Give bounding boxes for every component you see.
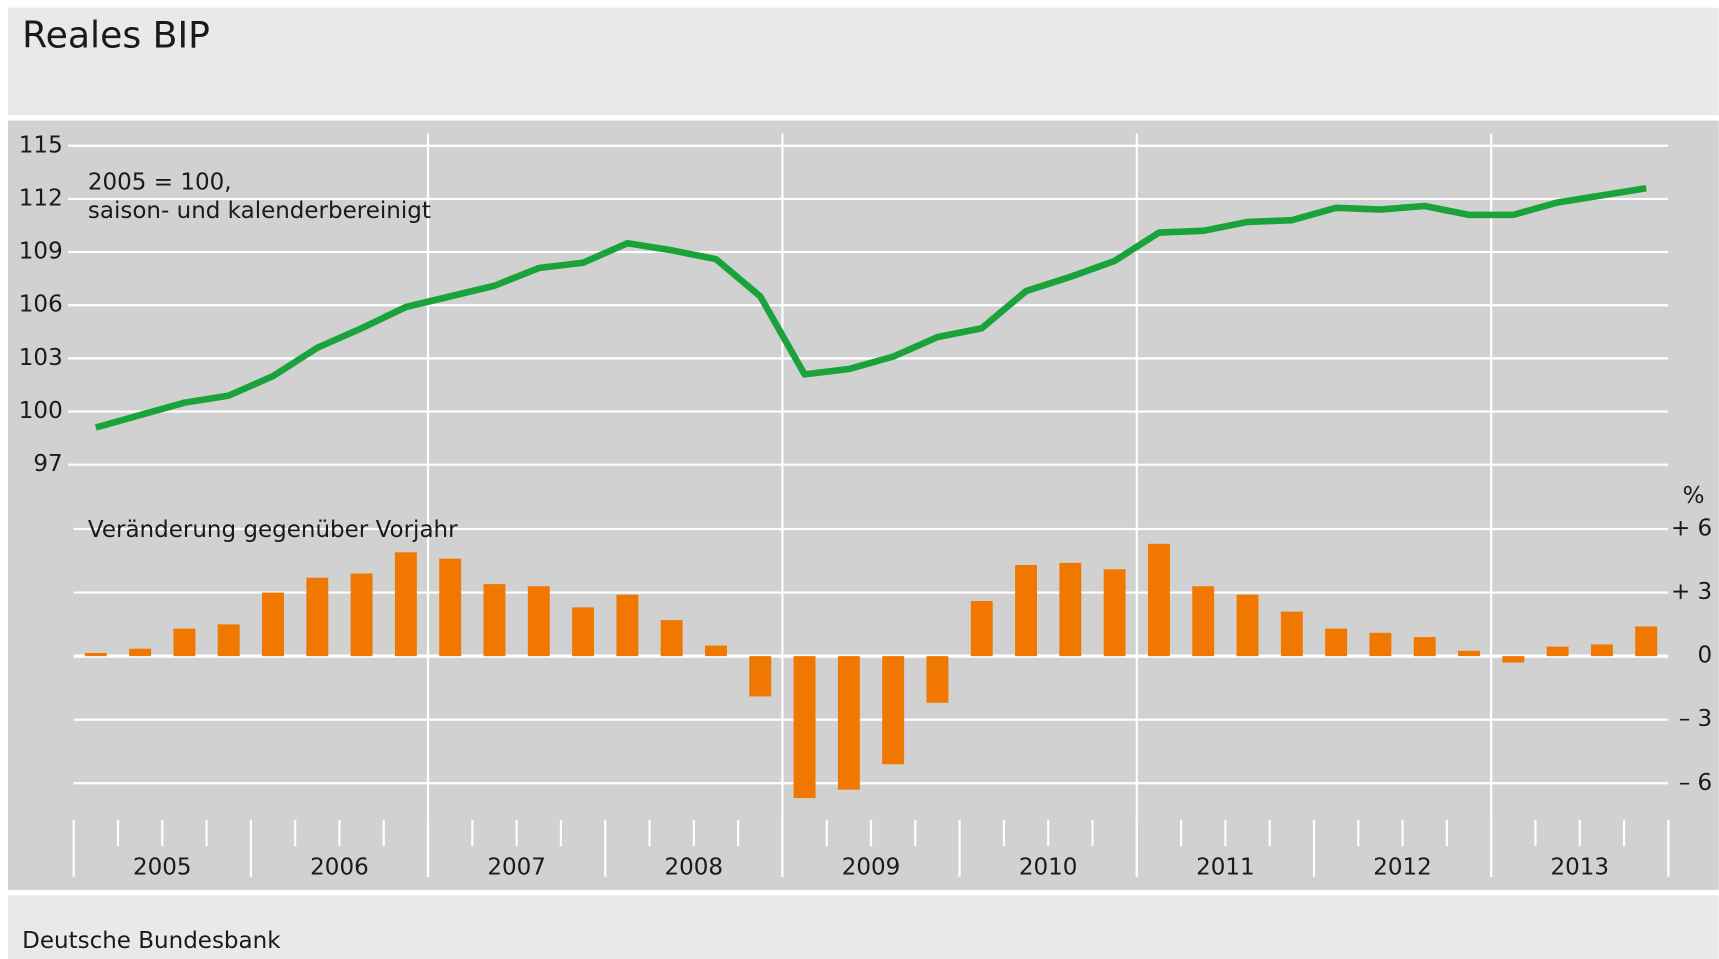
y-tick-label: 106 [19, 292, 63, 318]
bar [1236, 594, 1259, 657]
bar [527, 586, 550, 657]
x-tick-label: 2013 [1550, 855, 1609, 881]
bar [749, 656, 772, 697]
bar [84, 652, 107, 657]
footer-panel [7, 895, 1719, 959]
bar [394, 552, 417, 657]
plot: 2005 2006 2007 2008 2009 2010 2011 2012 2013 97 10… [19, 132, 1712, 880]
bar [572, 607, 595, 657]
bar [1147, 543, 1170, 657]
bar [1502, 656, 1525, 663]
bar [1059, 562, 1082, 657]
bar [1635, 626, 1658, 657]
annotation: 2005 = 100, [88, 170, 232, 196]
bar [1192, 586, 1215, 657]
y-tick-label: 0 [1698, 643, 1713, 669]
bar [1413, 637, 1436, 657]
bar [1103, 569, 1126, 657]
bar [1325, 628, 1348, 657]
bar [1369, 632, 1392, 657]
y-tick-label: – 6 [1679, 770, 1712, 796]
y-tick-label: + 6 [1671, 516, 1712, 542]
bar [129, 648, 152, 657]
bar [173, 628, 196, 657]
annotation: saison- und kalenderbereinigt [88, 198, 431, 224]
line [94, 185, 1647, 431]
bar [483, 584, 506, 657]
y-tick-label: 109 [19, 239, 63, 265]
bar [660, 620, 683, 657]
y-tick-label: 115 [19, 132, 63, 158]
plot-panel [7, 120, 1719, 890]
x-tick-label: 2007 [487, 855, 546, 881]
bar [705, 645, 727, 657]
bar [439, 558, 462, 657]
y-tick-label: 97 [33, 451, 62, 477]
bar [793, 656, 816, 799]
bar [1015, 565, 1038, 657]
bar [350, 573, 373, 657]
y-tick-label: 100 [19, 398, 63, 424]
bar [837, 656, 860, 790]
bar [217, 624, 240, 657]
bar [1458, 650, 1480, 657]
bar [926, 656, 949, 703]
bar [970, 601, 993, 657]
source: Deutsche Bundesbank [22, 928, 281, 954]
y-tick-label: + 3 [1671, 579, 1712, 605]
chart-title: Reales BIP [22, 13, 210, 56]
bar [306, 577, 329, 657]
bar [262, 592, 284, 657]
y-tick-label: 103 [19, 345, 63, 371]
annotation: Veränderung gegenüber Vorjahr [88, 517, 458, 543]
x-tick-label: 2006 [310, 855, 369, 881]
x-tick-label: 2011 [1196, 855, 1255, 881]
x-tick-label: 2005 [133, 855, 192, 881]
header-panel [7, 7, 1719, 116]
y-tick-label: – 3 [1679, 706, 1712, 732]
x-tick-label: 2010 [1019, 855, 1078, 881]
bar [1280, 611, 1303, 657]
bar [616, 594, 639, 657]
x-tick-label: 2012 [1373, 855, 1432, 881]
y-tick-label: 112 [19, 185, 63, 211]
bar [1546, 646, 1569, 657]
x-tick-label: 2009 [842, 855, 901, 881]
bar [1590, 644, 1613, 657]
bar [882, 656, 905, 765]
unit-label: % [1683, 483, 1705, 509]
x-tick-label: 2008 [665, 855, 724, 881]
